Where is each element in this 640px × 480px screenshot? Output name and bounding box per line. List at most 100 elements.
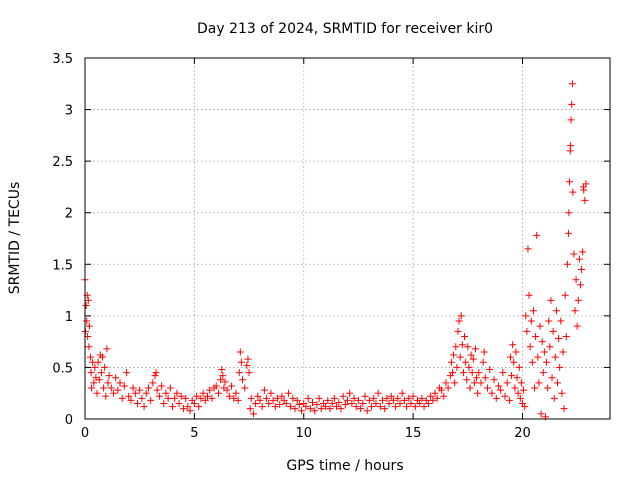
data-point <box>311 407 319 415</box>
data-point <box>420 403 428 411</box>
data-point <box>454 327 462 335</box>
data-point <box>407 400 415 408</box>
data-point <box>580 186 588 194</box>
data-point <box>267 389 275 397</box>
data-point <box>464 343 472 351</box>
data-point <box>533 231 541 239</box>
data-point <box>83 317 91 325</box>
data-point <box>509 341 517 349</box>
data-point <box>582 180 590 188</box>
data-point <box>477 379 485 387</box>
data-point <box>490 376 498 384</box>
data-point <box>129 384 137 392</box>
data-point <box>561 291 569 299</box>
data-point <box>97 369 105 377</box>
data-point <box>302 403 310 411</box>
data-point <box>284 389 292 397</box>
tick-labels: 0 5 10 15 20 0 0.5 1 1.5 2 2.5 3 3.5 <box>52 52 530 441</box>
data-point <box>540 348 548 356</box>
data-point <box>559 348 567 356</box>
data-point <box>527 317 535 325</box>
data-point <box>463 376 471 384</box>
y-tick-label: 3 <box>65 104 73 119</box>
data-point <box>525 291 533 299</box>
data-point <box>274 394 281 402</box>
data-point <box>291 405 299 413</box>
data-point <box>564 229 572 237</box>
data-point <box>304 394 312 402</box>
data-point <box>333 403 341 411</box>
data-point <box>225 392 233 400</box>
data-point <box>488 389 496 397</box>
data-point <box>556 363 564 371</box>
data-point <box>536 322 544 330</box>
data-point <box>571 307 579 315</box>
data-point <box>109 389 117 397</box>
data-point <box>144 384 152 392</box>
data-point <box>166 384 174 392</box>
data-point <box>400 396 408 404</box>
data-point <box>468 369 476 377</box>
data-point <box>206 386 214 394</box>
data-point <box>547 296 555 304</box>
data-point <box>452 343 460 351</box>
data-point <box>499 369 507 377</box>
data-point <box>107 384 115 392</box>
data-point <box>383 394 391 402</box>
data-point <box>182 394 190 402</box>
data-point <box>112 374 120 382</box>
data-point <box>524 245 532 253</box>
data-point <box>339 392 347 400</box>
data-point <box>461 332 469 340</box>
data-point <box>534 353 542 361</box>
data-point <box>184 403 192 411</box>
data-point <box>486 365 494 373</box>
data-point <box>118 394 126 402</box>
data-point <box>565 209 573 217</box>
data-point <box>557 317 565 325</box>
data-point <box>456 353 464 361</box>
data-point <box>575 255 583 263</box>
data-point <box>467 351 475 359</box>
data-point <box>91 363 99 371</box>
data-point <box>433 394 441 402</box>
data-point <box>256 396 264 404</box>
data-point <box>147 396 155 404</box>
data-point <box>396 400 404 408</box>
data-point <box>579 248 587 256</box>
data-point <box>450 351 458 359</box>
data-point <box>438 386 446 394</box>
data-point <box>263 394 271 402</box>
data-point <box>265 400 273 408</box>
data-point <box>84 296 92 304</box>
y-axis-label: SRMTID / TECUs <box>7 182 23 295</box>
chart-title: Day 213 of 2024, SRMTID for receiver kir… <box>197 21 493 37</box>
data-point <box>125 392 133 400</box>
data-point <box>289 394 297 402</box>
data-point <box>352 403 360 411</box>
data-point <box>221 378 229 386</box>
x-tick-label: 20 <box>514 426 531 441</box>
data-point <box>169 403 176 411</box>
data-point <box>389 396 397 404</box>
data-point <box>440 392 448 400</box>
data-point <box>481 374 489 382</box>
data-point <box>569 188 577 196</box>
data-point <box>387 392 395 400</box>
data-point <box>451 379 459 387</box>
data-point <box>149 379 157 387</box>
data-point <box>552 307 560 315</box>
data-point <box>244 355 252 363</box>
data-point <box>357 405 365 413</box>
data-point <box>212 382 220 390</box>
data-point <box>474 389 482 397</box>
data-point <box>578 265 586 273</box>
data-point <box>193 392 201 400</box>
data-point <box>99 353 106 361</box>
data-point <box>479 358 487 366</box>
data-point <box>93 389 101 397</box>
data-point <box>232 389 240 397</box>
data-point <box>531 384 539 392</box>
data-point <box>127 396 135 404</box>
